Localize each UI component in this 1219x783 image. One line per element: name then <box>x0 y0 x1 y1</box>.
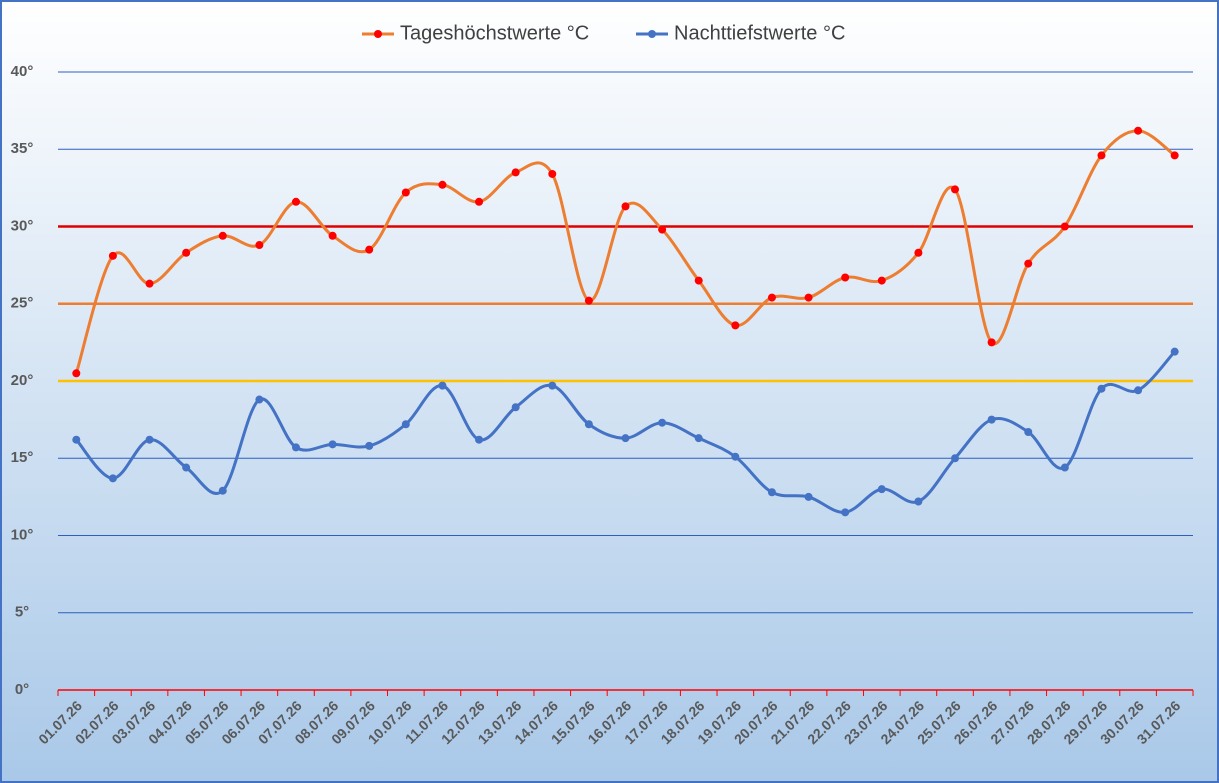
y-tick-label: 30° <box>11 217 34 234</box>
data-point <box>438 381 447 390</box>
data-point <box>1097 151 1106 160</box>
data-point <box>475 197 484 206</box>
data-point <box>731 452 740 461</box>
data-point <box>438 180 447 189</box>
data-point <box>1134 386 1143 395</box>
data-point <box>621 434 630 443</box>
data-point <box>291 197 300 206</box>
data-point <box>1097 384 1106 393</box>
data-point <box>401 188 410 197</box>
data-point <box>548 381 557 390</box>
data-point <box>1060 222 1069 231</box>
data-point <box>584 296 593 305</box>
legend-marker <box>648 30 656 38</box>
data-point <box>255 241 264 250</box>
data-point <box>218 486 227 495</box>
data-point <box>987 415 996 424</box>
legend-label: Tageshöchstwerte °C <box>400 22 589 44</box>
data-point <box>108 251 117 260</box>
data-point <box>291 443 300 452</box>
data-point <box>511 403 520 412</box>
data-point <box>548 169 557 178</box>
data-point <box>694 434 703 443</box>
data-point <box>401 420 410 429</box>
data-point <box>145 435 154 444</box>
data-point <box>108 474 117 483</box>
data-point <box>1024 427 1033 436</box>
data-point <box>841 508 850 517</box>
data-point <box>987 338 996 347</box>
data-point <box>877 485 886 494</box>
data-point <box>621 202 630 211</box>
data-point <box>145 279 154 288</box>
data-point <box>328 440 337 449</box>
data-point <box>365 245 374 254</box>
y-tick-label: 5° <box>15 604 29 621</box>
legend-marker <box>374 30 382 38</box>
data-point <box>182 248 191 257</box>
y-tick-label: 25° <box>11 295 34 312</box>
y-tick-label: 15° <box>11 449 34 466</box>
y-tick-label: 20° <box>11 372 34 389</box>
data-point <box>658 225 667 234</box>
data-point <box>218 231 227 240</box>
data-point <box>804 492 813 501</box>
data-point <box>767 293 776 302</box>
legend-label: Nachttiefstwerte °C <box>674 22 845 44</box>
data-point <box>1134 126 1143 135</box>
data-point <box>328 231 337 240</box>
data-point <box>511 168 520 177</box>
data-point <box>1060 463 1069 472</box>
data-point <box>731 321 740 330</box>
data-point <box>658 418 667 427</box>
data-point <box>255 395 264 404</box>
data-point <box>1170 151 1179 160</box>
data-point <box>767 488 776 497</box>
data-point <box>804 293 813 302</box>
data-point <box>1170 347 1179 356</box>
data-point <box>72 369 81 378</box>
data-point <box>877 276 886 285</box>
y-tick-label: 0° <box>15 681 29 698</box>
data-point <box>914 248 923 257</box>
data-point <box>475 435 484 444</box>
data-point <box>72 435 81 444</box>
data-point <box>584 420 593 429</box>
data-point <box>841 273 850 282</box>
y-tick-label: 10° <box>11 526 34 543</box>
y-tick-label: 40° <box>11 63 34 80</box>
data-point <box>182 463 191 472</box>
data-point <box>1024 259 1033 268</box>
y-tick-label: 35° <box>11 140 34 157</box>
data-point <box>914 497 923 506</box>
data-point <box>694 276 703 285</box>
data-point <box>365 441 374 450</box>
data-point <box>951 454 960 463</box>
data-point <box>951 185 960 194</box>
